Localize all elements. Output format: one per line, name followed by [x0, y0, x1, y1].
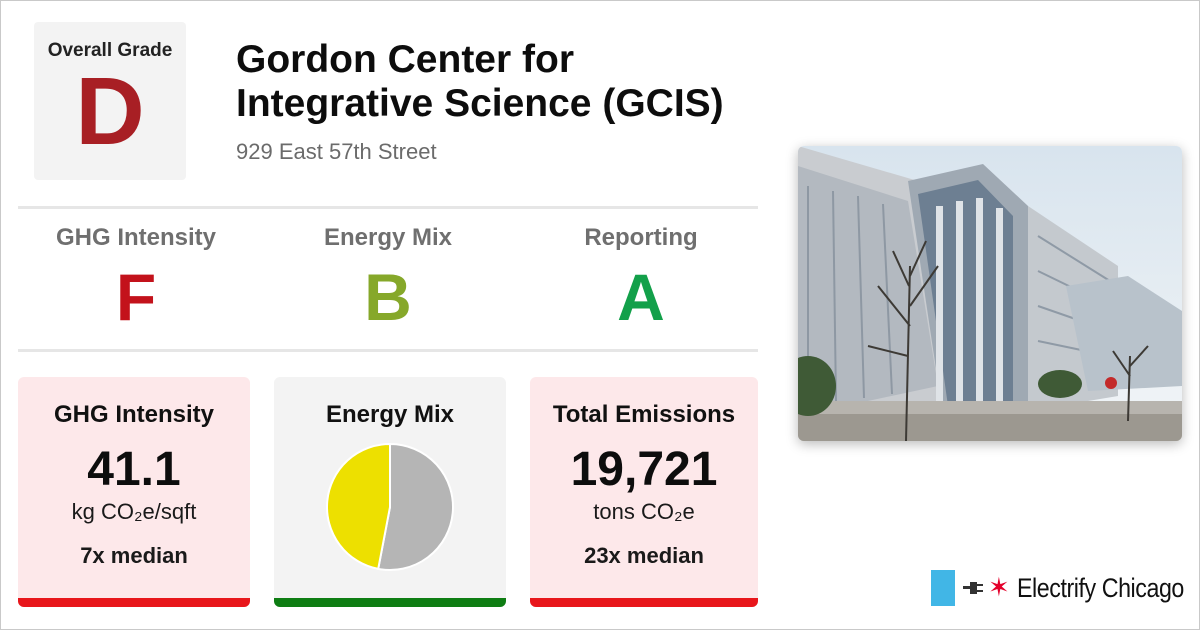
divider [18, 206, 758, 209]
pie-slice-gray-slice [377, 442, 454, 571]
card-status-bar [530, 598, 758, 607]
sub-grade-label: Energy Mix [323, 224, 453, 251]
building-title-line1: Gordon Center for [236, 38, 574, 81]
brand-name: Electrify Chicago [1017, 573, 1184, 603]
card-status-bar [274, 598, 506, 607]
overall-grade-label: Overall Grade [47, 40, 173, 61]
card-title: Energy Mix [325, 401, 455, 428]
sub-grade-label: Reporting [584, 224, 698, 251]
overall-grade-letter: D [75, 58, 145, 165]
sub-grade-letter: F [115, 260, 157, 334]
building-photo [798, 146, 1182, 441]
sub-grade-energy-mix: Energy Mix B [266, 224, 510, 332]
divider [18, 349, 758, 352]
total-emissions-card: Total Emissions 19,721 tons CO₂e 23x med… [530, 377, 758, 607]
card-title: Total Emissions [552, 401, 736, 428]
electrify-chicago-logo: ✶ Electrify Chicago [931, 570, 1184, 606]
card-unit: kg CO₂e/sqft [71, 499, 197, 524]
energy-mix-card: Energy Mix [274, 377, 506, 607]
building-address: 929 East 57th Street [236, 139, 437, 164]
plug-icon [963, 582, 983, 594]
pie-slice-yellow-slice [326, 442, 391, 571]
building-title: Gordon Center for Integrative Science (G… [236, 38, 776, 126]
sub-grade-reporting: Reporting A [519, 224, 763, 332]
sub-grade-label: GHG Intensity [55, 224, 217, 251]
red-star-icon: ✶ [988, 572, 1010, 602]
card-status-bar [18, 598, 250, 607]
overall-grade-box: Overall Grade D [34, 22, 186, 180]
chicago-flag-icon [931, 570, 955, 606]
card-median: 7x median [80, 543, 188, 568]
card-value: 41.1 [87, 443, 181, 496]
energy-mix-pie-chart [326, 442, 454, 571]
sub-grade-letter: B [364, 260, 412, 334]
sub-grade-letter: A [617, 260, 665, 334]
card-unit: tons CO₂e [593, 499, 695, 524]
card-title: GHG Intensity [53, 401, 215, 428]
ghg-intensity-card: GHG Intensity 41.1 kg CO₂e/sqft 7x media… [18, 377, 250, 607]
card-value: 19,721 [570, 443, 718, 496]
sub-grade-ghg: GHG Intensity F [14, 224, 258, 332]
building-title-line2: Integrative Science (GCIS) [236, 82, 724, 125]
card-median: 23x median [584, 543, 704, 568]
